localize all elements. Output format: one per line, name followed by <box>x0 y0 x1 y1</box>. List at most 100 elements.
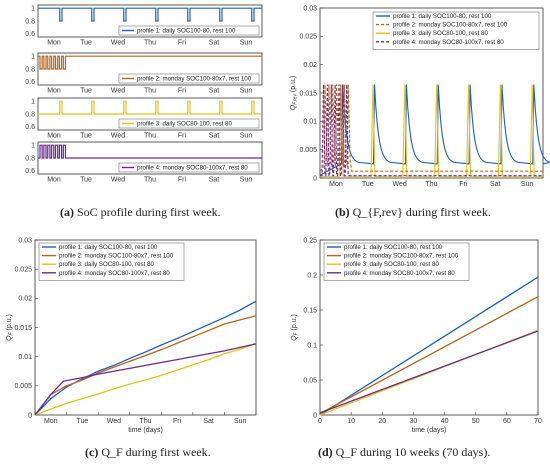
x-tick-label: Mon <box>47 40 61 47</box>
legend-entry: profile 4: monday SOC80-100x7, rest 80 <box>137 165 248 172</box>
x-axis-label: time (days) <box>412 427 447 434</box>
x-tick-label: 60 <box>503 418 511 425</box>
soc-profile-line <box>38 144 262 159</box>
x-tick-label: Wed <box>393 181 407 188</box>
y-tick-label: 0.01 <box>18 354 32 361</box>
x-tick-label: Sat <box>209 88 220 95</box>
y-tick-label: 1 <box>31 143 35 150</box>
legend-entry: profile 1: daily SOC100-80, rest 100 <box>137 28 236 35</box>
x-tick-label: Fri <box>178 133 187 140</box>
y-axis-label: QF (p.u.) <box>291 314 300 341</box>
y-axis-label: QF (p.u.) <box>6 314 15 341</box>
y-tick-label: 0.8 <box>25 155 35 162</box>
panel-b: 0 0.005 0.01 0.015 0.02 0.025 0.03 Mon Tue Wed Thu… <box>290 5 550 188</box>
y-tick-label: 0.005 <box>14 383 32 390</box>
series-line-profile-4 <box>34 343 257 416</box>
soc-profile-line <box>38 7 262 22</box>
caption-a: (a) SoC profile during first week. <box>60 205 221 219</box>
x-axis-label: time (days) <box>128 427 163 434</box>
y-tick-label: 0 <box>313 412 317 419</box>
y-tick-label: 0.025 <box>299 34 317 41</box>
y-tick-label: 1 <box>31 6 35 13</box>
y-tick-label: 0.6 <box>25 124 35 131</box>
x-tick-label: 50 <box>472 418 480 425</box>
y-axis-label: QF,rev (p.u.) <box>290 76 299 111</box>
series-line-profile-2 <box>319 296 539 415</box>
caption-c: (c) Q_F during first week. <box>85 445 211 459</box>
x-tick-label: Sat <box>209 177 220 184</box>
legend-entry: profile 2: monday SOC100-80x7, rest 100 <box>59 253 174 260</box>
x-tick-label: Sun <box>240 177 253 184</box>
y-tick-label: 0.8 <box>25 66 35 73</box>
legend-entry: profile 4: monday SOC80-100x7, rest 80 <box>393 39 504 46</box>
y-tick-label: 0.6 <box>25 79 35 86</box>
series-line-profile-3 <box>34 342 257 416</box>
y-tick-label: 0.8 <box>25 18 35 25</box>
x-tick-label: Wed <box>111 133 125 140</box>
y-tick-label: 0.1 <box>307 342 317 349</box>
x-tick-label: Mon <box>44 418 58 425</box>
legend-entry: profile 1: daily SOC100-80, rest 100 <box>393 13 492 20</box>
caption-a-label: (a) <box>60 205 74 219</box>
x-tick-label: Tue <box>80 40 92 47</box>
legend-box <box>118 118 260 129</box>
y-tick-label: 0.2 <box>307 272 317 279</box>
y-tick-label: 0.025 <box>14 266 32 273</box>
series-line-profile-1 <box>319 84 550 176</box>
x-tick-label: Sun <box>521 181 534 188</box>
x-tick-label: Tue <box>80 177 92 184</box>
y-tick-label: 1 <box>31 99 35 106</box>
y-tick-label: 0.015 <box>14 325 32 332</box>
x-tick-label: Sun <box>234 418 247 425</box>
y-tick-label: 0.015 <box>299 90 317 97</box>
y-tick-label: 1 <box>31 54 35 61</box>
x-tick-label: Sun <box>240 40 253 47</box>
caption-d: (d) Q_F during 10 weeks (70 days). <box>318 445 490 459</box>
panel-a: 1 0.8 0.6 profile 1: daily SOC100-80, rest … <box>25 4 263 184</box>
legend-box <box>118 25 260 36</box>
panel-c: 0 0.005 0.01 0.015 0.02 0.025 0.03 Mon Tue Wed Thu… <box>6 237 257 434</box>
x-tick-label: Tue <box>362 181 374 188</box>
x-tick-label: Tue <box>80 133 92 140</box>
x-tick-label: Wed <box>111 88 125 95</box>
x-tick-label: Fri <box>178 88 187 95</box>
x-tick-label: Mon <box>47 177 61 184</box>
x-tick-label: Thu <box>144 88 156 95</box>
legend-box <box>323 242 470 281</box>
caption-a-text: SoC profile during first week. <box>77 205 221 219</box>
x-tick-label: Fri <box>173 418 182 425</box>
y-tick-label: 0.03 <box>18 237 32 244</box>
x-tick-label: 0 <box>318 418 322 425</box>
legend-entry: profile 2: monday SOC100-80x7, rest 100 <box>137 76 252 83</box>
series-line-profile-3 <box>320 84 543 177</box>
x-tick-label: Tue <box>80 88 92 95</box>
legend-box <box>38 242 185 281</box>
y-tick-label: 0.02 <box>18 296 32 303</box>
legend-entry: profile 4: monday SOC80-100x7, rest 80 <box>59 270 170 277</box>
soc-profile-line <box>38 55 262 70</box>
x-tick-label: Wed <box>107 418 121 425</box>
legend-entry: profile 2: monday SOC100-80x7, rest 100 <box>344 253 459 260</box>
legend-entry: profile 1: daily SOC100-80, rest 100 <box>344 244 443 251</box>
x-tick-label: Sat <box>209 133 220 140</box>
caption-c-label: (c) <box>85 445 98 459</box>
y-tick-label: 0.03 <box>303 5 317 12</box>
x-tick-label: Wed <box>111 40 125 47</box>
y-tick-label: 0.6 <box>25 31 35 38</box>
legend-box <box>118 162 260 173</box>
y-tick-label: 0 <box>313 175 317 182</box>
legend-entry: profile 4: monday SOC80-100x7, rest 80 <box>344 270 455 277</box>
x-tick-label: Thu <box>144 177 156 184</box>
y-tick-label: 0.6 <box>25 168 35 175</box>
y-tick-label: 0.01 <box>303 119 317 126</box>
soc-profile-line <box>38 100 262 115</box>
x-tick-label: Mon <box>47 133 61 140</box>
series-line-profile-2 <box>34 315 257 416</box>
x-tick-label: Sat <box>490 181 501 188</box>
x-tick-label: Mon <box>47 88 61 95</box>
x-tick-label: Wed <box>111 177 125 184</box>
series-line-profile-4 <box>320 84 543 177</box>
caption-d-text: Q_F during 10 weeks (70 days). <box>336 445 491 459</box>
caption-b-text: Q_{F,rev} during first week. <box>353 205 491 219</box>
